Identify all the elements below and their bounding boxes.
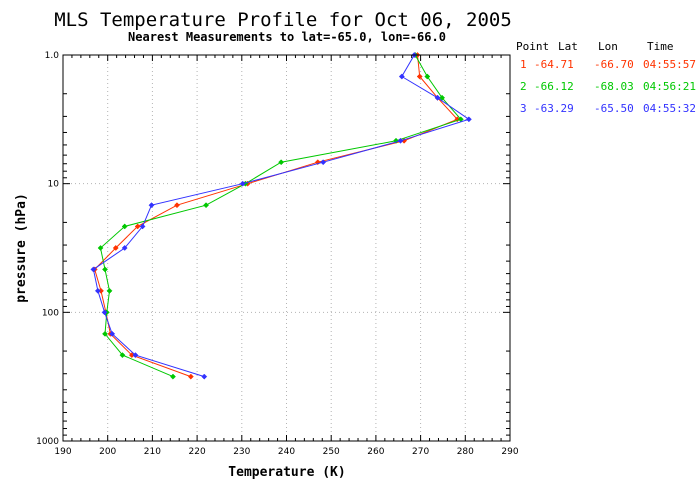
legend-time: 04:56:21 bbox=[643, 80, 696, 93]
legend-header-time: Time bbox=[647, 40, 674, 53]
x-tick-label: 220 bbox=[189, 447, 206, 457]
data-point-2 bbox=[121, 223, 128, 230]
data-point-2 bbox=[424, 73, 431, 80]
data-point-3 bbox=[101, 309, 108, 316]
data-point-2 bbox=[278, 159, 285, 166]
data-point-3 bbox=[465, 116, 472, 123]
legend: Point Lat Lon Time 1 -64.71 -66.70 04:55:57… bbox=[516, 40, 696, 115]
x-tick-label: 200 bbox=[99, 447, 116, 457]
legend-header-point: Point bbox=[516, 40, 549, 53]
data-point-2 bbox=[170, 373, 176, 380]
legend-time: 04:55:57 bbox=[643, 58, 696, 71]
legend-time: 04:55:32 bbox=[643, 102, 696, 115]
data-point-3 bbox=[139, 223, 146, 230]
x-tick-label: 290 bbox=[501, 447, 518, 457]
data-point-3 bbox=[148, 202, 155, 209]
x-tick-label: 250 bbox=[323, 447, 340, 457]
data-point-3 bbox=[398, 73, 405, 80]
data-point-2 bbox=[106, 287, 113, 294]
data-point-3 bbox=[109, 330, 116, 337]
data-point-3 bbox=[94, 287, 101, 294]
data-point-3 bbox=[239, 180, 246, 187]
chart-subtitle: Nearest Measurements to lat=-65.0, lon=-… bbox=[128, 30, 446, 44]
data-point-3 bbox=[397, 137, 404, 144]
legend-lat: -66.12 bbox=[534, 80, 574, 93]
x-tick-label: 270 bbox=[412, 447, 429, 457]
data-point-3 bbox=[90, 266, 97, 273]
data-point-1 bbox=[112, 245, 119, 251]
legend-header-lat: Lat bbox=[558, 40, 578, 53]
data-point-1 bbox=[174, 202, 180, 209]
data-point-2 bbox=[393, 137, 399, 144]
legend-lon: -65.50 bbox=[594, 102, 634, 115]
x-tick-label: 280 bbox=[457, 447, 474, 457]
grid-lines bbox=[63, 55, 510, 441]
legend-point: 3 bbox=[520, 102, 527, 115]
y-tick-label: 1000 bbox=[36, 437, 59, 447]
x-axis-ticks: 190 200 210 220 230 240 250 260 270 280 290 bbox=[54, 447, 518, 457]
data-point-2 bbox=[97, 245, 104, 251]
data-point-2 bbox=[119, 352, 126, 359]
data-point-3 bbox=[201, 373, 208, 380]
series-line-2 bbox=[99, 54, 462, 378]
data-series bbox=[90, 52, 472, 380]
data-point-3 bbox=[132, 352, 139, 359]
legend-lat: -63.29 bbox=[534, 102, 574, 115]
legend-point: 2 bbox=[520, 80, 527, 93]
series-line-3 bbox=[92, 54, 471, 378]
y-tick-label: 100 bbox=[42, 308, 59, 318]
legend-point: 1 bbox=[520, 58, 527, 71]
legend-lon: -68.03 bbox=[594, 80, 634, 93]
x-tick-label: 190 bbox=[54, 447, 71, 457]
data-point-3 bbox=[434, 94, 441, 101]
x-tick-label: 260 bbox=[367, 447, 384, 457]
data-point-1 bbox=[416, 73, 423, 80]
legend-lat: -64.71 bbox=[534, 58, 574, 71]
x-tick-label: 210 bbox=[144, 447, 161, 457]
data-point-3 bbox=[121, 245, 128, 251]
chart-title: MLS Temperature Profile for Oct 06, 2005 bbox=[54, 9, 512, 31]
data-point-1 bbox=[187, 373, 194, 380]
y-tick-label: 10 bbox=[48, 180, 60, 190]
legend-lon: -66.70 bbox=[594, 58, 634, 71]
x-tick-label: 240 bbox=[278, 447, 295, 457]
data-point-2 bbox=[203, 202, 209, 209]
plot-border bbox=[62, 54, 511, 442]
legend-header-lon: Lon bbox=[598, 40, 618, 53]
x-axis-label: Temperature (K) bbox=[228, 465, 345, 480]
y-axis-ticks: 1.0 10 100 1000 bbox=[36, 51, 59, 447]
plot-frame bbox=[62, 54, 511, 442]
y-tick-label: 1.0 bbox=[45, 51, 60, 61]
y-axis-label: pressure (hPa) bbox=[14, 193, 29, 303]
data-point-2 bbox=[102, 330, 108, 337]
x-tick-label: 230 bbox=[233, 447, 250, 457]
data-point-3 bbox=[320, 159, 327, 166]
data-point-2 bbox=[102, 266, 108, 273]
data-point-1 bbox=[134, 223, 141, 230]
